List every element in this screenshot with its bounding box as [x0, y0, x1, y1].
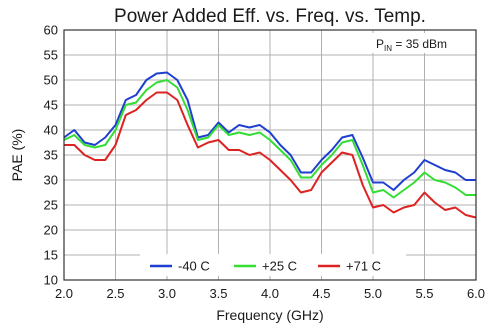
annotation-main: P	[376, 37, 384, 51]
legend-label-2: +71 C	[346, 259, 381, 274]
grid-lines	[63, 29, 477, 281]
y-tick-label: 55	[44, 48, 58, 63]
x-tick-label: 4.0	[261, 286, 279, 301]
chart-title: Power Added Eff. vs. Freq. vs. Temp.	[114, 6, 426, 27]
annotation-subscript: IN	[384, 44, 392, 53]
series-line-1	[63, 79, 476, 199]
x-tick-label: 2.0	[55, 286, 73, 301]
pin-annotation: PIN = 35 dBm	[370, 33, 472, 53]
y-tick-label: 45	[44, 98, 58, 113]
y-tick-label: 30	[44, 173, 58, 188]
series-lines	[63, 71, 477, 219]
x-axis-label: Frequency (GHz)	[216, 307, 323, 323]
plot-frame	[63, 29, 477, 281]
x-tick-labels: 2.0 2.5 3.0 3.5 4.0 4.5 5.0 5.5 6.0	[55, 286, 485, 301]
x-tick-label: 2.5	[106, 286, 124, 301]
x-tick-label: 3.0	[158, 286, 176, 301]
annotation-rest: = 35 dBm	[392, 37, 447, 51]
y-tick-label: 15	[44, 248, 58, 263]
y-tick-label: 50	[44, 73, 58, 88]
legend-label-0: -40 C	[178, 259, 210, 274]
x-tick-label: 5.0	[364, 286, 382, 301]
y-tick-label: 40	[44, 123, 58, 138]
x-tick-label: 3.5	[209, 286, 227, 301]
y-tick-label: 60	[44, 23, 58, 38]
x-tick-label: 5.5	[415, 286, 433, 301]
y-tick-label: 20	[44, 223, 58, 238]
legend-label-1: +25 C	[262, 259, 297, 274]
series-line-2	[64, 91, 477, 219]
x-tick-label: 4.5	[312, 286, 330, 301]
series-line-0	[63, 71, 476, 191]
y-tick-label: 35	[44, 148, 58, 163]
y-tick-label: 25	[44, 198, 58, 213]
y-axis-label: PAE (%)	[9, 129, 25, 182]
y-tick-label: 10	[44, 273, 58, 288]
svg-text:PIN = 35 dBm: PIN = 35 dBm	[376, 37, 447, 53]
x-tick-label: 6.0	[467, 286, 485, 301]
y-tick-labels: 10 15 20 25 30 35 40 45 50 55 60	[44, 23, 58, 288]
legend: -40 C +25 C +71 C	[140, 254, 406, 276]
